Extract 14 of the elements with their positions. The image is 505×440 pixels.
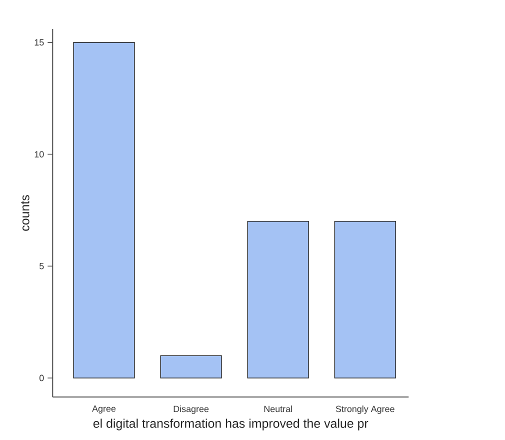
bar (247, 220, 309, 378)
y-axis-title: counts (21, 195, 30, 231)
bar (160, 355, 222, 378)
bar (334, 220, 396, 378)
y-tick-label: 5 (40, 263, 44, 270)
x-tick-label: Disagree (174, 406, 209, 414)
y-tick-label: 0 (39, 374, 44, 382)
x-tick-label: Neutral (264, 406, 292, 412)
x-axis-title: el digital transformation has improved the value pr (93, 418, 368, 430)
x-tick-label: Agree (92, 406, 116, 414)
y-tick-label: 15 (34, 39, 44, 46)
bar (73, 42, 135, 378)
y-tick-label: 10 (34, 151, 44, 158)
x-tick-label: Strongly Agree (336, 406, 394, 414)
